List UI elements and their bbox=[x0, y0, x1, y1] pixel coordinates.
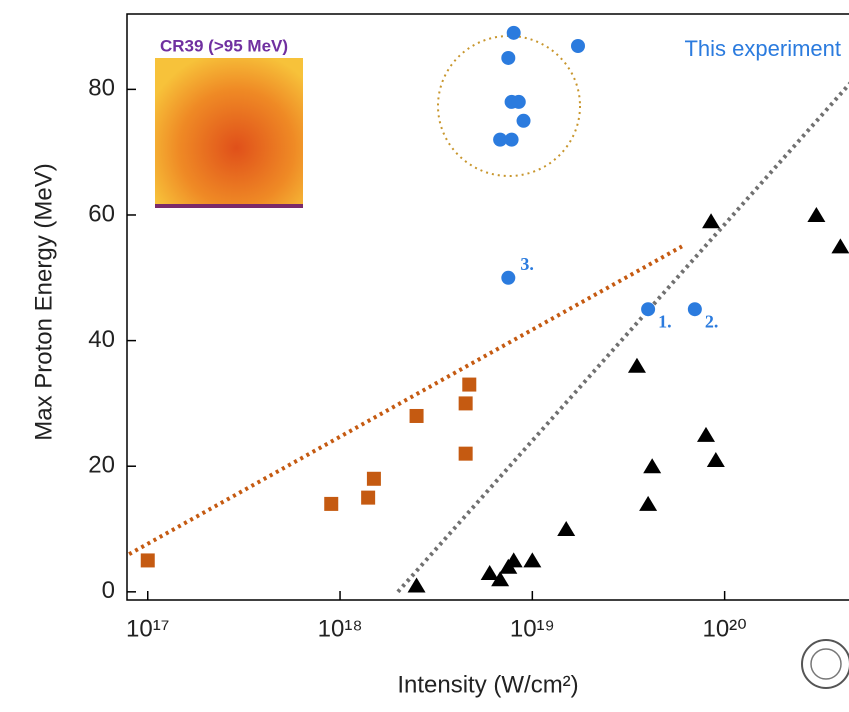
triangle-point bbox=[702, 213, 721, 229]
x-tick-label: 10²⁰ bbox=[702, 615, 746, 642]
triangle-point bbox=[491, 571, 510, 587]
legend-marker bbox=[571, 39, 585, 53]
inset-label: CR39 (>95 MeV) bbox=[160, 36, 288, 55]
square-point bbox=[458, 396, 473, 411]
triangle-point bbox=[831, 238, 849, 254]
triangle-point bbox=[523, 552, 542, 568]
square-point bbox=[140, 553, 155, 568]
circle-point bbox=[493, 132, 508, 147]
point-label: 1. bbox=[658, 311, 672, 331]
y-tick-label: 80 bbox=[88, 75, 115, 102]
y-axis-label: Max Proton Energy (MeV) bbox=[30, 163, 57, 440]
square-point bbox=[458, 446, 473, 461]
triangle-point bbox=[643, 458, 662, 474]
circle-point bbox=[511, 94, 526, 109]
x-tick-label: 10¹⁹ bbox=[510, 615, 555, 642]
triangle-point bbox=[557, 521, 576, 537]
square-point bbox=[409, 408, 424, 423]
seal bbox=[801, 639, 849, 689]
circle-point bbox=[506, 25, 521, 40]
circle-point bbox=[501, 270, 516, 285]
plot-frame bbox=[126, 13, 849, 601]
triangle-point bbox=[807, 206, 826, 222]
legend-label: This experiment bbox=[684, 36, 841, 61]
trend-line bbox=[128, 244, 683, 556]
triangle-point bbox=[407, 577, 426, 593]
triangle-point bbox=[639, 495, 658, 511]
triangle-point bbox=[480, 564, 499, 580]
circle-point bbox=[501, 50, 516, 65]
y-tick-label: 40 bbox=[88, 326, 115, 353]
circle-point bbox=[504, 132, 519, 147]
triangle-point bbox=[504, 552, 523, 568]
point-label: 3. bbox=[520, 254, 534, 274]
inset-edge bbox=[155, 204, 303, 208]
seal-outer bbox=[801, 639, 849, 689]
y-tick-label: 60 bbox=[88, 200, 115, 227]
square-point bbox=[462, 377, 477, 392]
inset-image bbox=[155, 58, 303, 208]
circle-point bbox=[687, 302, 702, 317]
square-point bbox=[366, 471, 381, 486]
square-point bbox=[361, 490, 376, 505]
square-point bbox=[324, 496, 339, 511]
y-tick-label: 0 bbox=[102, 577, 115, 604]
triangle-point bbox=[696, 426, 715, 442]
circle-point bbox=[641, 302, 656, 317]
point-label: 2. bbox=[705, 311, 719, 331]
triangle-point bbox=[706, 451, 725, 467]
seal-inner bbox=[810, 648, 842, 680]
triangle-point bbox=[627, 357, 646, 373]
x-axis-label: Intensity (W/cm²) bbox=[397, 671, 578, 698]
x-tick-label: 10¹⁸ bbox=[318, 615, 363, 642]
trend-line bbox=[396, 81, 849, 594]
x-tick-label: 10¹⁷ bbox=[126, 615, 169, 642]
circle-point bbox=[516, 113, 531, 128]
y-tick-label: 20 bbox=[88, 452, 115, 479]
